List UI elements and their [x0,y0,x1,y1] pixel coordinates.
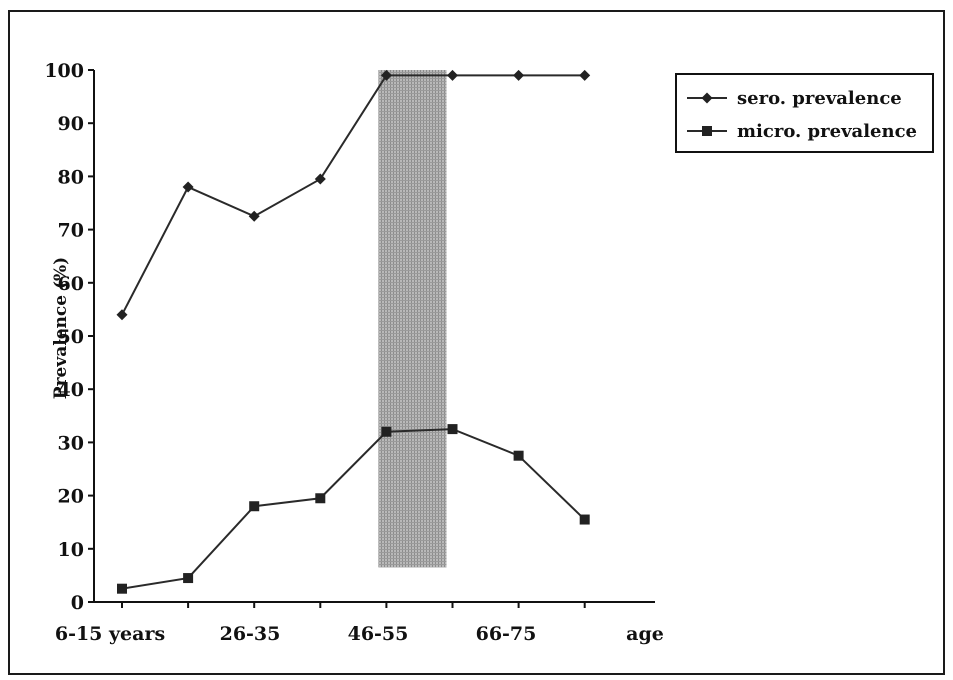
shaded-band [378,70,447,568]
data-point [579,514,590,525]
legend-marker [701,92,713,104]
series-micro-prevalence [117,424,590,594]
y-tick-label: 20 [58,486,84,508]
data-point [248,210,260,222]
y-tick-label: 10 [58,539,84,561]
series-sero-prevalence [116,69,591,321]
legend-box [675,73,934,153]
data-point [182,181,194,193]
x-tick-label: 26-35 [220,623,281,645]
data-point [117,583,127,594]
y-tick-label: 80 [58,166,84,188]
series-line [121,428,586,590]
legend-label: micro. prevalence [737,121,917,142]
y-tick-label: 0 [71,592,84,614]
data-point [183,573,194,584]
x-tick-label: 6-15 years [55,623,165,645]
x-tick-label: 46-55 [348,623,409,645]
data-point [116,309,128,321]
y-tick-label: 90 [58,113,84,135]
data-point [381,426,392,437]
data-point [513,69,525,81]
data-point [249,501,260,512]
data-point [380,69,392,81]
y-tick-label: 60 [58,273,84,295]
y-tick-label: 70 [58,220,84,242]
data-point [315,493,326,504]
x-tick-label: 66-75 [476,623,537,645]
x-tick-label: age [626,623,664,645]
legend-label: sero. prevalence [737,88,902,109]
y-tick-label: 50 [58,326,84,348]
y-tick-label: 30 [58,432,84,454]
y-axis-label: Prevalence (%) [51,257,71,399]
data-point [447,424,458,435]
data-point [314,173,326,185]
legend-marker [702,126,712,136]
y-tick-label: 100 [44,60,84,82]
series-line [121,74,585,316]
data-point [513,450,524,461]
y-tick-label: 40 [58,379,84,401]
data-point [579,69,591,81]
data-point [447,69,458,81]
legend: sero. prevalence micro. prevalence [675,73,934,153]
